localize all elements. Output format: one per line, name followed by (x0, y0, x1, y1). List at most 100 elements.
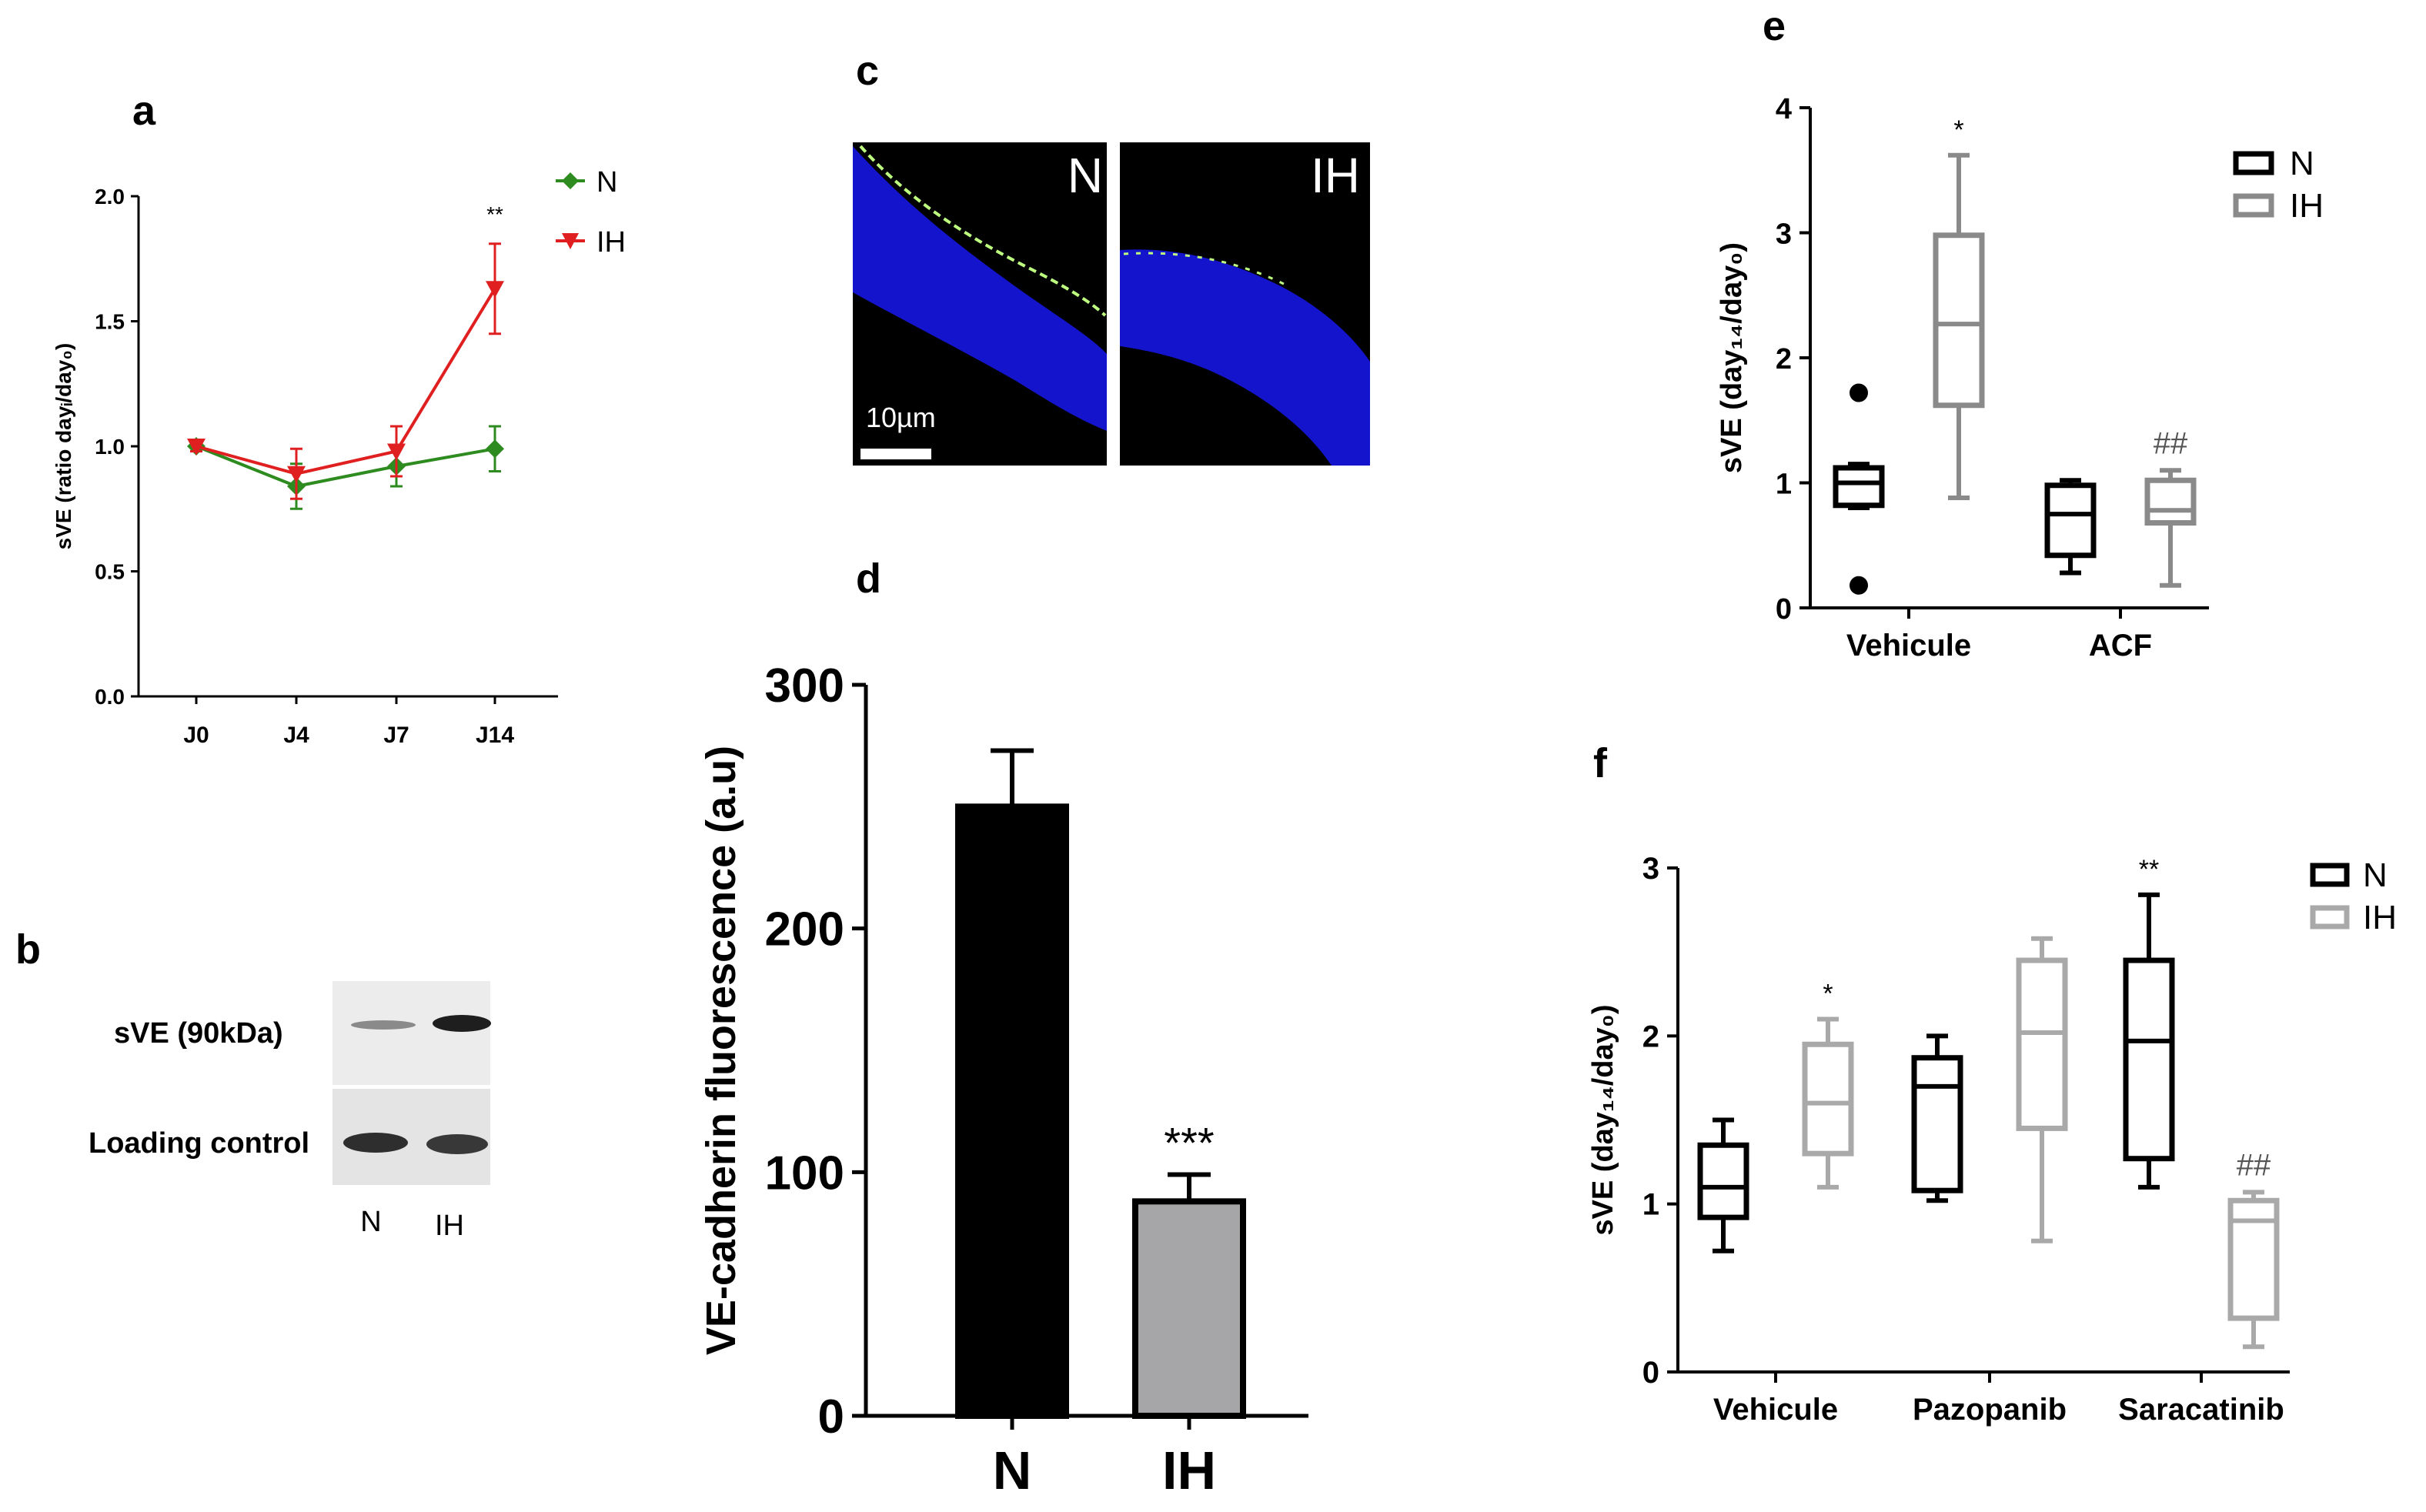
box-IH-Saracatinib (2227, 1197, 2280, 1321)
legend-label-N: N (2290, 145, 2314, 182)
legend-label-IH: IH (2363, 899, 2397, 936)
panel-letter-c: c (856, 48, 879, 94)
blot-band-sve-n (351, 1020, 416, 1030)
panel-letter-f: f (1593, 740, 1608, 786)
x-tick-label: J7 (383, 723, 409, 748)
x-tick-label: J4 (283, 723, 309, 748)
significance-annotation: ## (2237, 1148, 2271, 1182)
y-tick-label: 0 (1776, 593, 1792, 626)
y-tick-label: 300 (765, 659, 844, 713)
y-tick-label: 100 (765, 1147, 844, 1200)
y-axis-label: sVE (day₁₄/day₀) (1587, 1004, 1619, 1235)
legend-marker-N (562, 172, 579, 189)
y-tick-label: 1 (1642, 1188, 1659, 1222)
panel-letter-d: d (856, 556, 881, 602)
box-IH-Pazopanib (2016, 957, 2068, 1131)
y-tick-label: 0.5 (95, 560, 125, 584)
significance-annotation: * (1823, 980, 1833, 1009)
legend-label-N: N (596, 166, 617, 199)
y-tick-label: 3 (1642, 852, 1659, 886)
significance-annotation: *** (1164, 1119, 1214, 1167)
blot-lane-label-ih: IH (435, 1210, 464, 1242)
x-tick-label: N (993, 1440, 1032, 1500)
micrograph-ih-tissue (1120, 249, 1370, 466)
data-point-IH (187, 439, 206, 456)
box-N-Vehicule (1697, 1142, 1749, 1220)
outlier-point (1850, 383, 1868, 402)
legend-swatch-IH (2233, 193, 2274, 218)
legend-swatch-N (2233, 151, 2274, 175)
chart-f-box: 0 1 2 3 sVE (day₁₄/day₀) Vehicule Pazopanib Sar… (1587, 852, 2397, 1427)
y-tick-label: 4 (1776, 93, 1792, 125)
blot-row-label-loading: Loading control (89, 1127, 309, 1160)
scale-bar (860, 449, 931, 459)
y-axis-label: VE-cadherin fluorescence (a.u) (698, 746, 744, 1355)
y-tick-label: 0.0 (95, 685, 125, 709)
y-tick-label: 2 (1776, 343, 1792, 375)
panel-letter-b: b (15, 926, 41, 973)
micrograph-ih: IH (1120, 142, 1370, 466)
significance-annotation: ** (2139, 855, 2159, 884)
panel-letter-a: a (132, 88, 156, 134)
blot-band-loading-n (343, 1133, 408, 1153)
legend-label-IH: IH (2290, 187, 2324, 225)
y-tick-label: 1.5 (95, 310, 125, 334)
y-tick-label: 1.0 (95, 435, 125, 459)
bar-IH (1132, 1198, 1246, 1420)
micrograph-n-stain (859, 145, 1107, 317)
legend-marker-IH (562, 233, 579, 249)
chart-a-line: 0.0 0.5 1.0 1.5 2.0 J0 J4 J7 J14 sVE (ratio dayᵢ/… (52, 166, 626, 748)
series-line-IH (195, 288, 496, 476)
data-point-N (486, 439, 504, 459)
y-axis-label: sVE (ratio dayᵢ/day₀) (52, 343, 75, 550)
y-tick-label: 0 (1642, 1356, 1659, 1390)
y-tick-label: 2.0 (95, 185, 125, 209)
micrograph-ih-stain (1123, 252, 1286, 286)
blot-membrane-top (332, 981, 490, 1085)
bar-N (955, 803, 1069, 1420)
x-tick-label: ACF (2089, 629, 2152, 663)
micrograph-n-label: N (1068, 148, 1103, 203)
y-tick-label: 3 (1776, 219, 1792, 251)
blot-lane-label-n: N (360, 1206, 381, 1238)
x-tick-label: J14 (476, 723, 514, 748)
y-tick-label: 2 (1642, 1020, 1659, 1053)
x-tick-label: IH (1162, 1440, 1216, 1500)
chart-e-box: 0 1 2 3 4 sVE (day₁₄/day₀) Vehicule ACF * ## N IH (1716, 93, 2324, 663)
significance-annotation: * (1953, 115, 1963, 145)
x-tick-label: J0 (183, 723, 209, 748)
scale-bar-label: 10µm (866, 402, 936, 433)
box-N-ACF (2044, 482, 2097, 559)
data-point-IH (287, 466, 306, 483)
box-IH-Vehicule (1933, 232, 1985, 409)
panel-letter-e: e (1763, 3, 1786, 49)
legend-label-N: N (2363, 856, 2388, 894)
box-N-Pazopanib (1911, 1055, 1963, 1193)
y-tick-label: 0 (818, 1390, 844, 1444)
blot-band-loading-ih (426, 1134, 488, 1154)
box-N-Vehicule (1833, 465, 1885, 509)
micrograph-n-tissue (853, 146, 1107, 431)
x-tick-label: Vehicule (1846, 629, 1971, 663)
legend-label-IH: IH (596, 226, 626, 259)
x-tick-label: Pazopanib (1913, 1393, 2067, 1427)
data-point-IH (387, 443, 406, 461)
data-point-IH (486, 281, 504, 299)
legend-swatch-N (2310, 863, 2350, 887)
series-line-N (195, 445, 496, 489)
panel-b-blot: sVE (90kDa) Loading control N IH (89, 981, 491, 1242)
significance-annotation: ** (486, 202, 503, 226)
y-tick-label: 200 (765, 903, 844, 956)
blot-band-sve-ih (433, 1015, 491, 1032)
y-axis-label: sVE (day₁₄/day₀) (1716, 242, 1748, 473)
panel-c-images: N 10µm IH (853, 142, 1370, 466)
x-tick-label: Saracatinib (2118, 1393, 2284, 1427)
significance-annotation: ## (2154, 426, 2188, 460)
y-tick-label: 1 (1776, 469, 1792, 501)
micrograph-ih-label: IH (1311, 148, 1360, 203)
micrograph-n: N 10µm (853, 142, 1107, 466)
box-IH-ACF (2144, 477, 2197, 526)
legend-swatch-IH (2310, 905, 2350, 930)
outlier-point (1850, 576, 1868, 595)
box-IH-Vehicule (1802, 1041, 1854, 1157)
